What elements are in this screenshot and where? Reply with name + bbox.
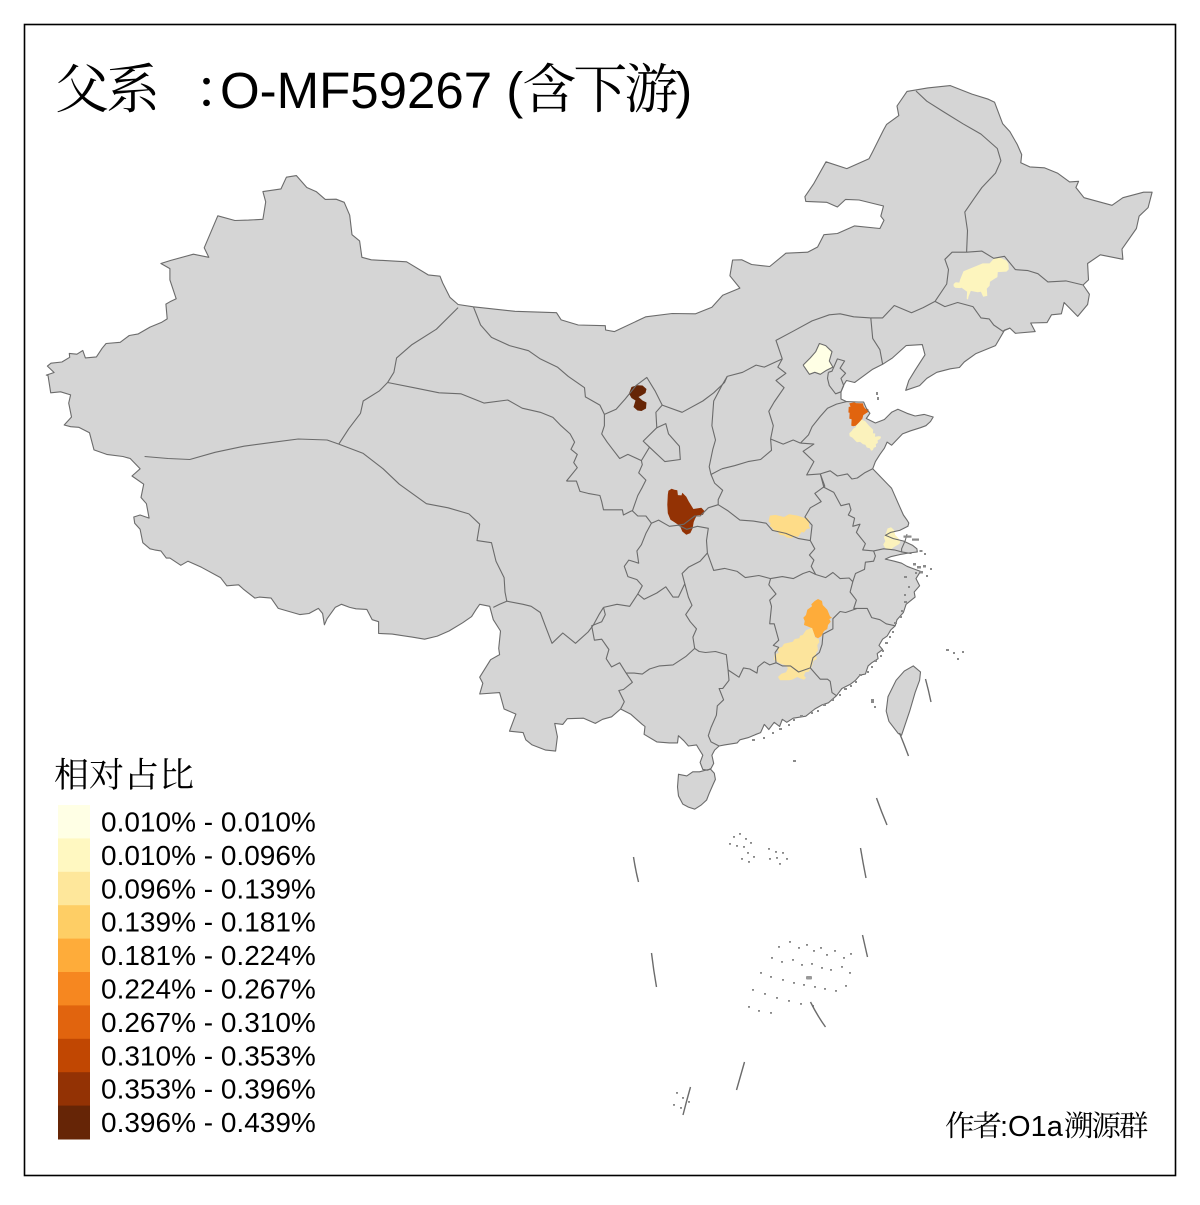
svg-text:0.224% - 0.267%: 0.224% - 0.267%	[101, 974, 316, 1005]
svg-text:0.010% - 0.096%: 0.010% - 0.096%	[101, 840, 316, 871]
svg-text:0.010% - 0.010%: 0.010% - 0.010%	[101, 807, 316, 838]
svg-text::O1a: :O1a	[1000, 1111, 1064, 1143]
svg-text:0.096% - 0.139%: 0.096% - 0.139%	[101, 873, 316, 904]
svg-text:0.353% - 0.396%: 0.353% - 0.396%	[101, 1074, 316, 1105]
svg-text:0.181% - 0.224%: 0.181% - 0.224%	[101, 940, 316, 971]
svg-text:): )	[675, 62, 692, 119]
svg-text:0.310% - 0.353%: 0.310% - 0.353%	[101, 1040, 316, 1071]
svg-text:0.267% - 0.310%: 0.267% - 0.310%	[101, 1007, 316, 1038]
svg-text:0.139% - 0.181%: 0.139% - 0.181%	[101, 907, 316, 938]
svg-text:O-MF59267 (: O-MF59267 (	[220, 62, 523, 119]
svg-text:0.396% - 0.439%: 0.396% - 0.439%	[101, 1107, 316, 1138]
